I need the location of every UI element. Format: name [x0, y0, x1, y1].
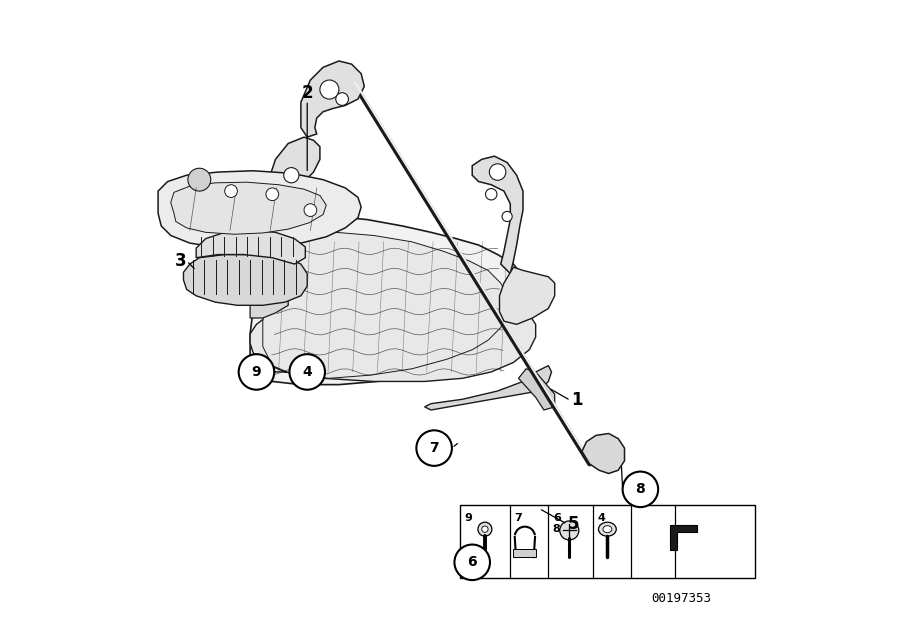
Text: 7: 7: [429, 441, 439, 455]
Circle shape: [296, 189, 306, 199]
Circle shape: [188, 169, 211, 191]
Text: 8: 8: [635, 482, 645, 496]
Polygon shape: [582, 434, 625, 473]
Text: 2: 2: [302, 84, 313, 102]
Polygon shape: [263, 232, 507, 378]
Polygon shape: [171, 182, 327, 234]
Text: 3: 3: [175, 252, 186, 270]
Polygon shape: [425, 366, 552, 410]
Circle shape: [623, 471, 658, 507]
Circle shape: [485, 188, 497, 200]
Circle shape: [336, 93, 348, 106]
Circle shape: [284, 168, 299, 183]
Text: 4: 4: [302, 365, 312, 379]
Polygon shape: [301, 61, 364, 137]
Text: 6: 6: [467, 555, 477, 569]
Text: 7: 7: [515, 513, 523, 523]
Circle shape: [502, 211, 512, 221]
Text: 1: 1: [572, 392, 582, 410]
Circle shape: [290, 354, 325, 390]
Bar: [514, 549, 536, 557]
Circle shape: [417, 431, 452, 466]
Circle shape: [490, 164, 506, 180]
Polygon shape: [472, 156, 523, 273]
Polygon shape: [196, 230, 305, 264]
Text: 00197353: 00197353: [652, 592, 712, 605]
Text: 6
8: 6 8: [553, 513, 561, 534]
Ellipse shape: [560, 521, 579, 540]
Polygon shape: [250, 216, 529, 385]
Polygon shape: [250, 293, 288, 318]
Circle shape: [238, 354, 274, 390]
Ellipse shape: [603, 526, 612, 533]
Polygon shape: [250, 302, 536, 382]
Circle shape: [320, 80, 339, 99]
Ellipse shape: [482, 526, 488, 532]
Polygon shape: [269, 137, 319, 219]
Polygon shape: [158, 171, 361, 248]
Text: 5: 5: [568, 515, 580, 533]
Polygon shape: [500, 267, 554, 324]
Circle shape: [454, 544, 490, 580]
Circle shape: [225, 184, 238, 197]
Polygon shape: [184, 254, 307, 305]
Bar: [460, 505, 754, 578]
Text: 9: 9: [464, 513, 472, 523]
Polygon shape: [670, 525, 698, 550]
Ellipse shape: [598, 522, 616, 536]
Text: 9: 9: [252, 365, 261, 379]
Polygon shape: [518, 369, 554, 410]
Circle shape: [266, 188, 279, 200]
Circle shape: [304, 204, 317, 216]
Ellipse shape: [478, 522, 492, 536]
Text: 4: 4: [598, 513, 605, 523]
